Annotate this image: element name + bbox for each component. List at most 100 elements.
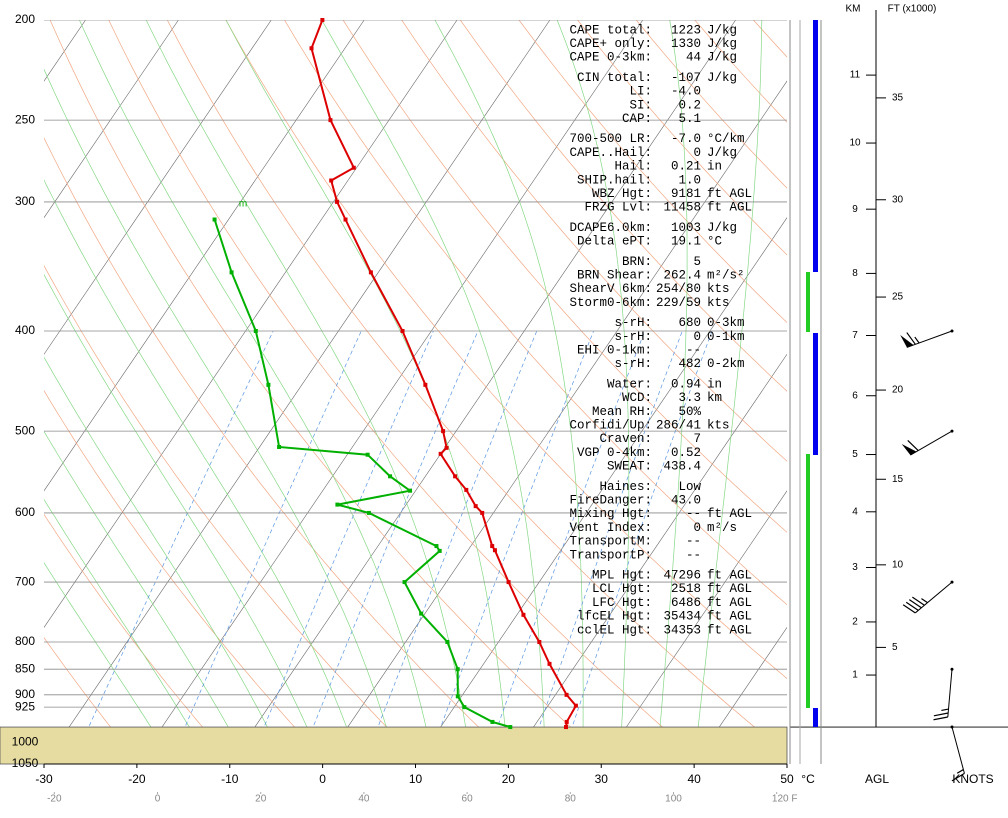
param-value: 286/41 [656, 418, 701, 432]
isotherm [601, 490, 787, 764]
param-value: 2518 [671, 582, 701, 596]
y-tick-label: 600 [15, 505, 35, 519]
param-value: 11458 [663, 201, 701, 215]
x2-tick-label: 80 [565, 794, 577, 805]
param-value: 680 [678, 316, 701, 330]
profile-point [564, 692, 569, 697]
param-unit: 0-1km [707, 330, 745, 344]
profile-point [309, 46, 314, 51]
param-label: LI: [629, 85, 652, 99]
param-unit: ft AGL [707, 187, 752, 201]
profile-point [400, 328, 405, 333]
moist-adiabat [44, 356, 286, 764]
profile-point [335, 199, 340, 204]
profile-point [455, 667, 460, 672]
param-value: 254/80 [656, 282, 701, 296]
barb-staff [951, 726, 965, 774]
x-tick-label: 20 [502, 772, 516, 786]
param-value: 0.94 [671, 377, 701, 391]
param-label: DCAPE6.0km: [569, 221, 652, 235]
wind-barb [901, 429, 954, 456]
mixing-ratio-line [248, 330, 434, 764]
param-unit: °C/km [707, 132, 745, 146]
param-unit: kts [707, 282, 730, 296]
isotherm [136, 20, 644, 764]
param-label: WCD: [622, 391, 652, 405]
param-unit: ft AGL [707, 582, 752, 596]
profile-point [564, 725, 569, 730]
param-unit: J/kg [707, 221, 737, 235]
profile-point [573, 703, 578, 708]
km-label: KM [846, 4, 861, 15]
dry-adiabat [44, 137, 518, 764]
barb-half [956, 769, 964, 774]
indicator-bar [806, 454, 810, 708]
dry-adiabat [44, 513, 235, 764]
param-label: MPL Hgt: [592, 568, 652, 582]
param-value: 1223 [671, 23, 701, 37]
param-label: TransportM: [569, 535, 652, 549]
x-tick-label: 10 [409, 772, 423, 786]
param-label: FireDanger: [569, 493, 652, 507]
param-label: VGP 0-4km: [577, 446, 652, 460]
param-label: Haines: [599, 480, 652, 494]
y-tick-label: 400 [15, 323, 35, 337]
param-value: -- [686, 548, 701, 562]
profile-point [453, 474, 458, 479]
moist-adiabat [79, 20, 435, 764]
moist-adiabat [44, 68, 398, 764]
y-tick-label: 800 [15, 634, 35, 648]
profile-point [351, 165, 356, 170]
indicator-bar [813, 708, 818, 727]
param-label: SI: [629, 98, 652, 112]
param-value: 1003 [671, 221, 701, 235]
profile-point [365, 452, 370, 457]
param-unit: m²/s [707, 521, 737, 535]
indicator-bar [806, 272, 810, 332]
profile-point [408, 488, 413, 493]
indicator-bar [813, 20, 818, 272]
barb-feather [902, 604, 916, 614]
x-tick-label: 0 [319, 772, 326, 786]
param-label: Water: [607, 377, 652, 391]
param-label: BRN: [622, 255, 652, 269]
moist-adiabat [656, 20, 688, 764]
y-tick-label: 1000 [12, 734, 39, 748]
barb-feather [907, 440, 919, 452]
mixing-ratio-line [559, 330, 713, 764]
mixing-ratio-line [363, 330, 538, 764]
profile-point [441, 429, 446, 434]
param-value: 47296 [663, 568, 701, 582]
ft-tick-label: 15 [892, 474, 904, 485]
annotation: m [239, 199, 247, 210]
profile-point [455, 694, 460, 699]
profile-point [266, 382, 271, 387]
param-label: Hail: [614, 160, 652, 174]
profile-point [437, 548, 442, 553]
param-label: TransportP: [569, 548, 652, 562]
y-tick-label: 850 [15, 661, 35, 675]
profile-point [329, 178, 334, 183]
km-tick-label: 1 [852, 670, 858, 681]
moist-adiabat [44, 498, 212, 764]
x-tick-label: 40 [687, 772, 701, 786]
profile-point [438, 451, 443, 456]
mixing-ratio-line [297, 330, 479, 764]
km-tick-label: 3 [852, 562, 858, 573]
profile-point [490, 544, 495, 549]
km-tick-label: 10 [849, 138, 861, 149]
dry-adiabat [44, 389, 329, 764]
param-value: -- [686, 343, 701, 357]
isotherm [693, 626, 787, 764]
param-label: Vent Index: [569, 521, 652, 535]
param-label: SWEAT: [607, 460, 652, 474]
ground [0, 726, 788, 765]
km-tick-label: 8 [852, 268, 858, 279]
ft-tick-label: 10 [892, 559, 904, 570]
param-label: ShearV 6km: [569, 282, 652, 296]
param-label: BRN Shear: [577, 268, 652, 282]
moist-adiabat [145, 20, 472, 764]
x-axis-label: °C [801, 772, 815, 786]
km-tick-label: 5 [852, 449, 858, 460]
